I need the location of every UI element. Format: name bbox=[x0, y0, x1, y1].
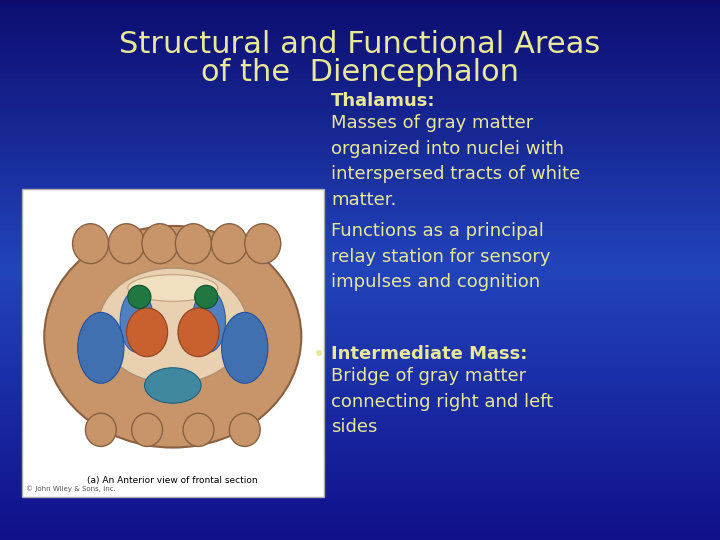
Ellipse shape bbox=[120, 290, 153, 352]
Ellipse shape bbox=[212, 224, 248, 264]
Text: of the  Diencephalon: of the Diencephalon bbox=[201, 58, 519, 87]
Ellipse shape bbox=[45, 226, 301, 448]
Text: Masses of gray matter
organized into nuclei with
interspersed tracts of white
ma: Masses of gray matter organized into nuc… bbox=[331, 114, 580, 209]
Ellipse shape bbox=[176, 224, 212, 264]
Ellipse shape bbox=[245, 224, 281, 264]
Text: Thalamus:: Thalamus: bbox=[331, 92, 436, 110]
Ellipse shape bbox=[183, 413, 214, 447]
Ellipse shape bbox=[145, 368, 201, 403]
Circle shape bbox=[194, 285, 217, 308]
Bar bbox=[22, 189, 324, 497]
Ellipse shape bbox=[86, 413, 116, 447]
Text: Structural and Functional Areas: Structural and Functional Areas bbox=[120, 30, 600, 59]
Ellipse shape bbox=[222, 312, 268, 383]
Text: Intermediate Mass:: Intermediate Mass: bbox=[331, 345, 528, 363]
Ellipse shape bbox=[78, 312, 124, 383]
Ellipse shape bbox=[132, 413, 163, 447]
Ellipse shape bbox=[127, 308, 168, 357]
Ellipse shape bbox=[178, 308, 219, 357]
Text: •: • bbox=[313, 345, 325, 365]
Ellipse shape bbox=[98, 268, 248, 383]
Ellipse shape bbox=[109, 224, 145, 264]
Text: Functions as a principal
relay station for sensory
impulses and cognition: Functions as a principal relay station f… bbox=[331, 222, 551, 292]
Text: (a) An Anterior view of frontal section: (a) An Anterior view of frontal section bbox=[88, 476, 258, 485]
Ellipse shape bbox=[128, 275, 217, 301]
Ellipse shape bbox=[192, 290, 225, 352]
Ellipse shape bbox=[230, 413, 260, 447]
Ellipse shape bbox=[73, 224, 109, 264]
Text: Bridge of gray matter
connecting right and left
sides: Bridge of gray matter connecting right a… bbox=[331, 367, 554, 436]
Circle shape bbox=[128, 285, 151, 308]
Text: © John Wiley & Sons, Inc.: © John Wiley & Sons, Inc. bbox=[26, 485, 115, 492]
Ellipse shape bbox=[142, 224, 178, 264]
